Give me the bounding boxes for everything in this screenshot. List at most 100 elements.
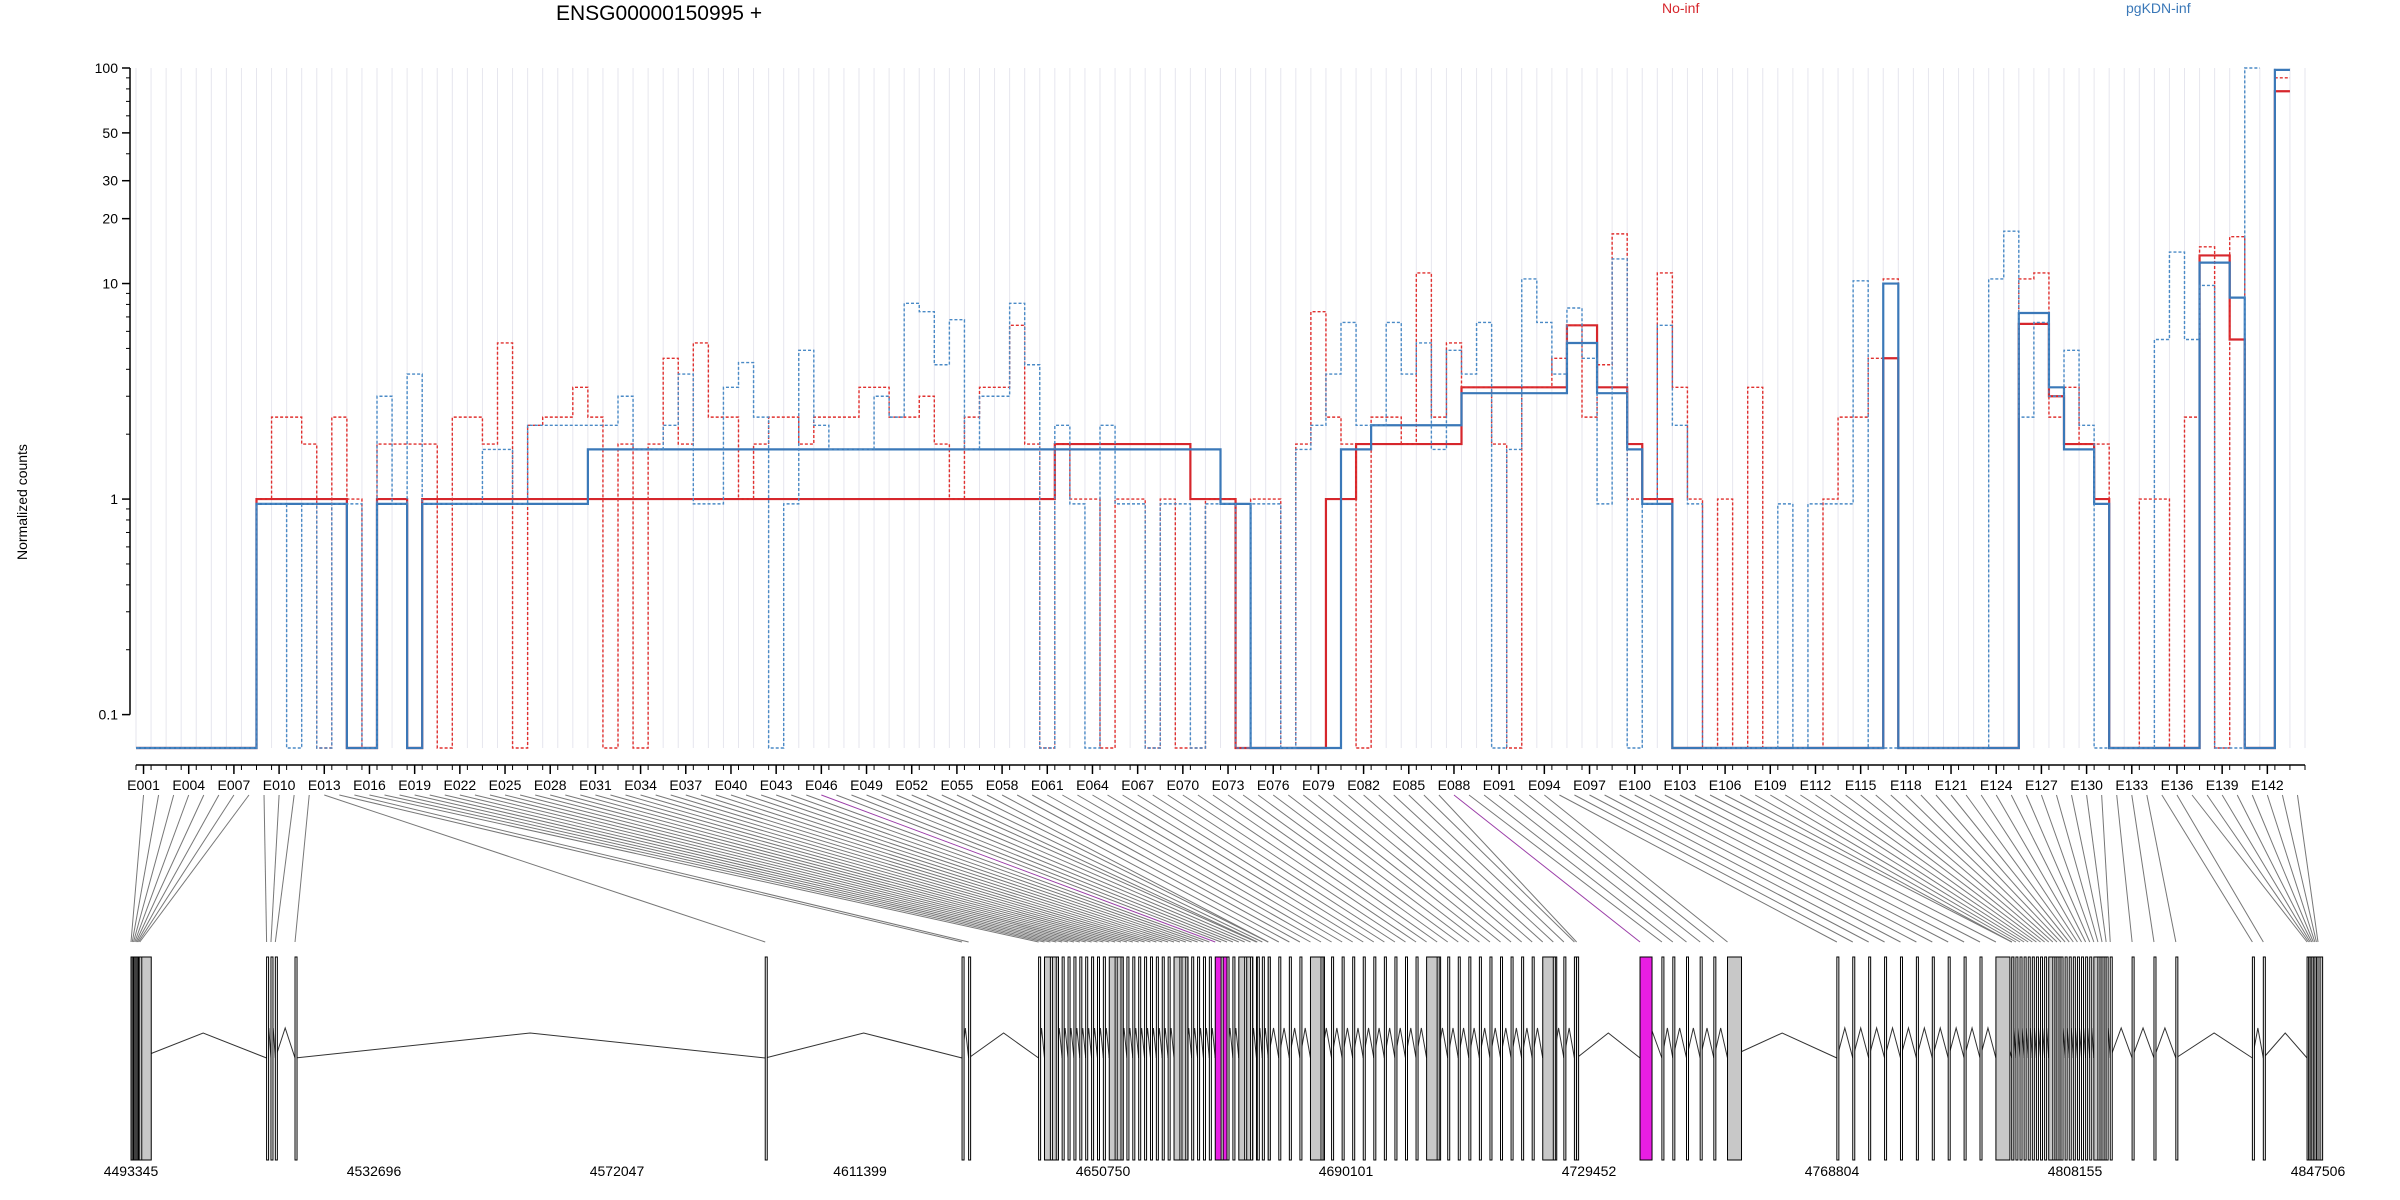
exon-connector-line	[971, 794, 1269, 943]
x-tick-label: E016	[353, 777, 386, 793]
intron-connector	[1727, 1032, 1838, 1059]
intron-connector	[1576, 1032, 1641, 1059]
exon-connector-line	[670, 794, 1157, 943]
exon-connector-line	[821, 794, 1216, 943]
exon-connector-line	[1875, 794, 2050, 943]
exon-box	[1102, 956, 1106, 1161]
exon-box	[1563, 956, 1567, 1161]
exon-connector-line	[429, 794, 1063, 943]
x-tick-label: E046	[805, 777, 838, 793]
exon-connector-line	[1664, 794, 1949, 943]
exon-box	[2109, 956, 2113, 1161]
exon-box	[1138, 956, 1142, 1161]
exon-box	[1226, 956, 1230, 1161]
x-tick-label: E058	[986, 777, 1019, 793]
x-tick-label: E127	[2025, 777, 2058, 793]
exon-connector-line	[1227, 794, 1438, 943]
genome-tick-label: 4729452	[1562, 1163, 1617, 1179]
exon-box	[1191, 956, 1195, 1161]
exon-connector-line	[1107, 794, 1353, 943]
exon-box	[2068, 956, 2072, 1161]
exon-connector-line	[2251, 794, 2314, 943]
exon-connector-line	[135, 794, 205, 943]
exon-connector-line	[1845, 794, 2041, 943]
exon-connector-line	[625, 794, 1139, 943]
exon-connector-line	[1770, 794, 2021, 943]
exon-box	[1713, 956, 1717, 1161]
y-tick-label: 1	[110, 491, 118, 507]
x-tick-label: E088	[1438, 777, 1471, 793]
exon-connector-line	[535, 794, 1104, 943]
exon-box	[1208, 956, 1212, 1161]
exon-box	[1531, 956, 1535, 1161]
legend-item-pgkdn-inf: pgKDN-inf	[2126, 0, 2191, 16]
exon-connector-line	[565, 794, 1116, 943]
exon-box	[1521, 956, 1525, 1161]
exon-connector-line	[270, 794, 280, 943]
exon-box	[274, 956, 278, 1161]
exon-box	[2131, 956, 2135, 1161]
exon-connector-line	[2101, 794, 2111, 943]
exon-connector-line	[131, 794, 160, 943]
exon-connector-line	[2236, 794, 2313, 943]
y-tick-label: 30	[102, 173, 118, 189]
genome-tick-label: 4493345	[104, 1163, 159, 1179]
exon-connector-line	[2040, 794, 2095, 943]
series-line-3	[136, 67, 2260, 749]
exon-connector-line	[1031, 794, 1301, 943]
exon-connector-line	[911, 794, 1251, 943]
exon-connector-line	[136, 794, 220, 943]
x-tick-label: E076	[1257, 777, 1290, 793]
y-tick-label: 20	[102, 211, 118, 227]
exon-box	[2251, 956, 2255, 1161]
intron-connector	[2262, 1032, 2308, 1059]
exon-connector-line	[2146, 794, 2177, 943]
x-tick-label: E121	[1935, 777, 1968, 793]
x-tick-label: E082	[1347, 777, 1380, 793]
exon-box	[2105, 956, 2109, 1161]
exon-box	[2262, 956, 2266, 1161]
exon-connector-line	[1694, 794, 1981, 943]
x-tick-label: E130	[2070, 777, 2103, 793]
exon-connector-line	[1785, 794, 2025, 943]
exon-connector-line	[1574, 794, 1853, 943]
exon-box	[1947, 956, 1951, 1161]
exon-box	[1096, 956, 1100, 1161]
exon-box	[2035, 956, 2039, 1161]
exon-box	[1114, 956, 1118, 1161]
exon-connector-line	[1287, 794, 1480, 943]
x-tick-label: E010	[263, 777, 296, 793]
exon-box	[1120, 956, 1124, 1161]
y-tick-label: 100	[95, 60, 119, 76]
exon-box	[1995, 956, 2011, 1161]
genome-tick-label: 4650750	[1076, 1163, 1131, 1179]
exon-box	[1404, 956, 1408, 1161]
x-tick-label: E034	[624, 777, 657, 793]
x-tick-label: E103	[1664, 777, 1697, 793]
exon-box	[270, 956, 274, 1161]
exon-box	[2072, 956, 2076, 1161]
exon-connector-line	[369, 794, 1039, 943]
exon-box	[1915, 956, 1919, 1161]
exon-box	[2101, 956, 2105, 1161]
exon-connector-line	[2131, 794, 2155, 943]
exon-box	[1436, 956, 1440, 1161]
exon-box	[1352, 956, 1356, 1161]
exon-box	[1250, 956, 1254, 1161]
exon-box	[2015, 956, 2019, 1161]
exon-connector-line	[1709, 794, 1997, 943]
exon-box	[1091, 956, 1095, 1161]
genome-tick-label: 4847506	[2291, 1163, 2346, 1179]
exon-box	[2023, 956, 2027, 1161]
exon-box	[1320, 956, 1324, 1161]
exon-box	[1085, 956, 1089, 1161]
exon-box	[1232, 956, 1236, 1161]
exon-connector-line	[1800, 794, 2029, 943]
intron-connector	[2109, 1026, 2133, 1059]
exon-connector-line	[580, 794, 1122, 943]
exon-connector-line	[1408, 794, 1565, 943]
x-tick-label: E055	[941, 777, 974, 793]
exon-box	[1261, 956, 1265, 1161]
exon-box	[1331, 956, 1335, 1161]
exon-box	[1161, 956, 1165, 1161]
